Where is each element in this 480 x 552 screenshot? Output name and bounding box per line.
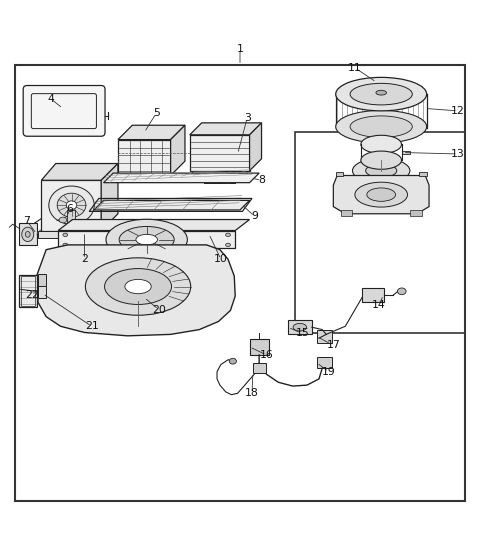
Polygon shape [58,231,235,248]
Bar [167,132,174,136]
Text: 22: 22 [25,290,39,300]
FancyBboxPatch shape [23,86,105,136]
Text: 2: 2 [81,254,88,264]
Ellipse shape [366,164,397,177]
Ellipse shape [136,235,157,245]
Ellipse shape [226,243,230,247]
Ellipse shape [85,258,191,315]
Polygon shape [36,245,235,336]
Ellipse shape [63,243,68,247]
Ellipse shape [49,186,94,224]
Text: 20: 20 [152,305,166,315]
Ellipse shape [293,323,307,331]
Ellipse shape [25,231,30,237]
Ellipse shape [336,110,427,143]
Polygon shape [402,151,410,155]
Ellipse shape [119,226,174,253]
Text: 13: 13 [451,149,465,159]
Polygon shape [410,210,422,216]
Polygon shape [192,171,247,178]
Polygon shape [340,210,352,216]
Polygon shape [317,330,332,343]
Ellipse shape [105,269,171,305]
Bar [295,132,465,333]
Polygon shape [38,285,46,298]
Text: 21: 21 [85,321,98,331]
Ellipse shape [229,358,237,364]
Ellipse shape [22,227,34,242]
Polygon shape [333,176,429,214]
Polygon shape [253,363,266,373]
Text: 14: 14 [372,300,385,310]
Polygon shape [67,210,75,224]
Text: 15: 15 [295,328,309,338]
Text: 9: 9 [251,211,258,221]
Ellipse shape [361,151,402,169]
Polygon shape [19,224,36,245]
Bar [142,132,150,136]
Ellipse shape [63,233,68,236]
Ellipse shape [352,158,410,183]
Polygon shape [104,173,259,183]
Ellipse shape [59,217,67,223]
Polygon shape [190,135,250,171]
Polygon shape [336,172,343,177]
Text: 3: 3 [244,113,251,123]
Polygon shape [170,125,185,176]
Text: 19: 19 [322,367,336,376]
Ellipse shape [376,91,386,95]
Ellipse shape [350,83,412,105]
Ellipse shape [125,279,151,294]
Polygon shape [19,274,36,307]
Text: 4: 4 [48,94,54,104]
Polygon shape [190,123,262,135]
Ellipse shape [226,233,230,236]
Polygon shape [317,357,332,368]
Polygon shape [94,200,250,210]
Polygon shape [41,181,101,231]
Ellipse shape [355,182,408,207]
Polygon shape [420,172,427,177]
Text: 10: 10 [214,254,228,264]
Polygon shape [118,125,185,140]
Polygon shape [38,231,106,238]
Polygon shape [41,163,118,181]
Bar [155,132,162,136]
Polygon shape [225,178,230,183]
Ellipse shape [66,201,77,209]
Text: 11: 11 [348,63,362,73]
Text: 17: 17 [326,341,340,351]
Text: 1: 1 [237,44,243,54]
Polygon shape [58,220,250,231]
Polygon shape [101,163,118,231]
Polygon shape [362,288,384,302]
Ellipse shape [57,193,86,217]
Ellipse shape [397,288,406,295]
Polygon shape [288,320,312,335]
Text: 8: 8 [258,176,265,185]
Polygon shape [250,123,262,171]
Polygon shape [118,140,170,176]
Text: 16: 16 [260,350,273,360]
Ellipse shape [336,77,427,111]
Polygon shape [250,339,269,355]
Ellipse shape [106,219,187,260]
Text: 18: 18 [245,388,259,398]
Text: 5: 5 [153,108,160,118]
Text: 6: 6 [67,204,73,214]
Ellipse shape [350,116,412,137]
Polygon shape [38,274,46,286]
Ellipse shape [367,188,396,201]
Text: 12: 12 [451,106,465,116]
Text: 7: 7 [24,216,30,226]
Ellipse shape [361,135,402,153]
